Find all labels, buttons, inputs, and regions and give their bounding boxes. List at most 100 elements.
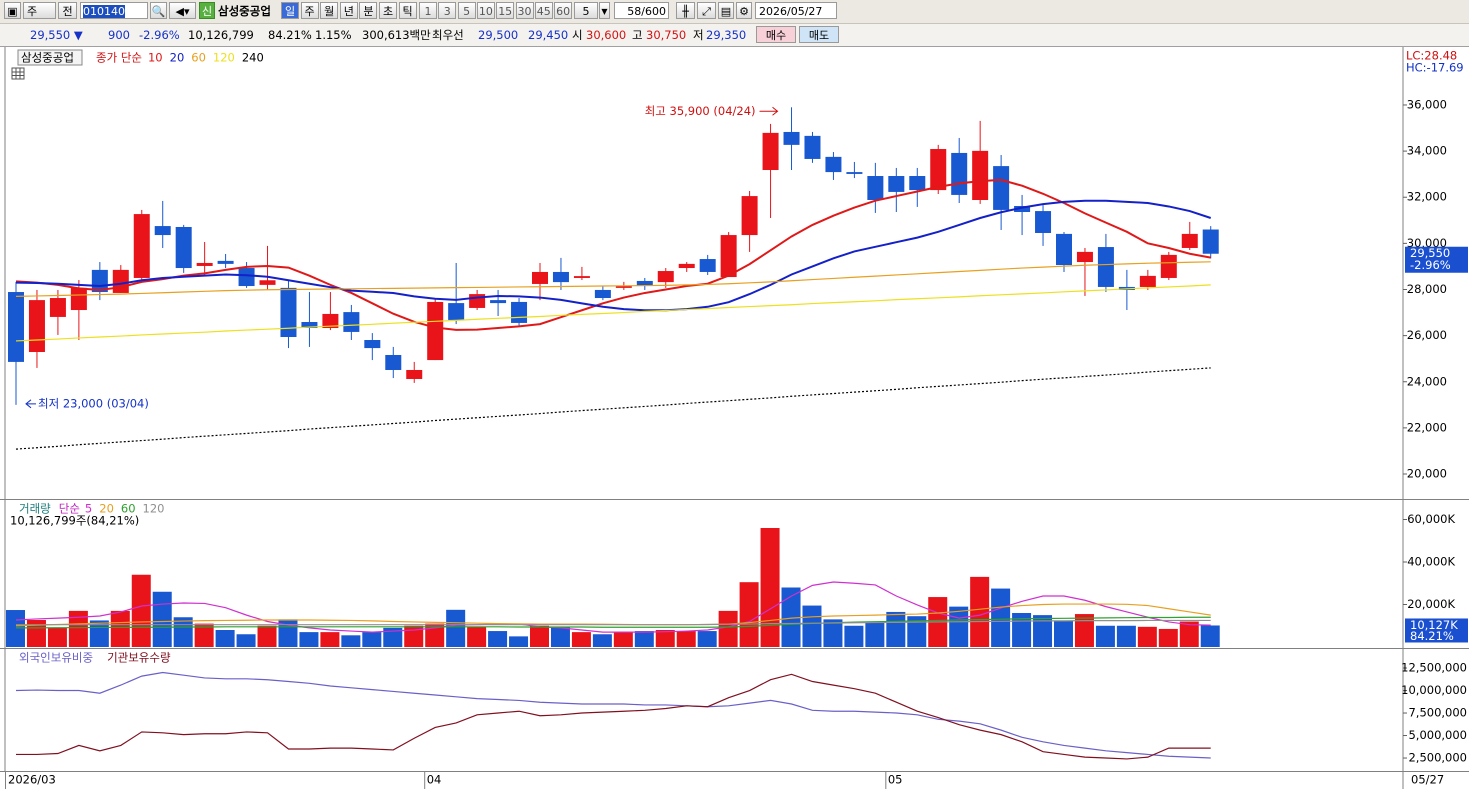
candle-body <box>217 260 234 264</box>
volume-bar <box>215 630 235 647</box>
volume-bar <box>110 610 130 647</box>
period-button[interactable]: 틱 <box>398 2 417 19</box>
y-tick-label: 30,000 <box>1407 236 1447 250</box>
sell-button[interactable]: 매도 <box>799 26 839 43</box>
sound-button[interactable]: ◀▾ <box>169 2 196 19</box>
amount: 300,613백만 <box>362 28 431 42</box>
period-button[interactable]: 년 <box>339 2 358 19</box>
volume-bar <box>1179 621 1199 647</box>
interval-button[interactable]: 45 <box>534 2 553 19</box>
bid: 29,450 <box>528 28 569 42</box>
candle-body <box>636 280 653 287</box>
volume-bar <box>236 634 256 647</box>
interval-button[interactable]: 3 <box>438 2 457 19</box>
code-input[interactable]: 010140 <box>80 2 148 19</box>
volume-bar <box>383 627 403 647</box>
volume-bar <box>194 623 214 647</box>
volume-bar <box>362 632 382 647</box>
volume-bar <box>1158 628 1178 647</box>
candle-body <box>511 301 528 323</box>
interval-dropdown[interactable]: ▼ <box>599 2 610 19</box>
tool-icon[interactable]: ⤢ <box>697 2 716 19</box>
y-tick-label: 2,500,000 <box>1408 751 1467 765</box>
candle-body <box>804 135 821 159</box>
volume-bar <box>488 631 508 647</box>
y-tick-label: 20,000 <box>1407 467 1447 481</box>
search-button[interactable]: 🔍 <box>150 2 167 19</box>
period-button[interactable]: 일 <box>281 2 299 19</box>
period-button[interactable]: 분 <box>359 2 378 19</box>
table-icon[interactable] <box>11 67 25 80</box>
volume-bar <box>781 587 801 647</box>
new-badge[interactable]: 신 <box>199 2 215 19</box>
volume-bar <box>320 632 340 647</box>
y-tick-label: 60,000K <box>1407 512 1455 526</box>
legend-label: 단순 <box>59 502 80 516</box>
interval-button[interactable]: 60 <box>554 2 573 19</box>
market-select[interactable]: 주 <box>23 2 56 19</box>
candle-body <box>1035 211 1052 233</box>
candle-body <box>448 303 465 320</box>
candle-body <box>867 176 884 200</box>
candle-body <box>909 176 926 191</box>
candle-body <box>133 214 150 278</box>
volume-bar <box>634 631 654 647</box>
ma-line <box>16 619 1211 626</box>
legend-entry: 120 <box>143 502 165 516</box>
last-volume-label: 10,127K <box>1410 618 1458 632</box>
count-box[interactable]: 58/600 <box>614 2 669 19</box>
last-ratio-label: 84.21% <box>1410 629 1454 643</box>
quote-bar: 29,550 ▼ 900 -2.96% 10,126,799 84.21% 1.… <box>0 24 1469 47</box>
chart: 20,000 22,000 24,000 26,000 28,000 30,000 32,0… <box>0 47 1469 789</box>
candle-body <box>70 287 87 311</box>
ma-line <box>16 616 1211 629</box>
candle-body <box>301 322 318 329</box>
candle-body <box>1097 247 1114 287</box>
interval-button[interactable]: 30 <box>515 2 534 19</box>
y-tick-label: 32,000 <box>1407 190 1447 204</box>
interval-button[interactable]: 1 <box>419 2 437 19</box>
period-button[interactable]: 월 <box>320 2 339 19</box>
layout-icon[interactable]: ▣ <box>4 2 21 19</box>
interval-button[interactable]: 15 <box>496 2 515 19</box>
chart-bg <box>0 47 1469 789</box>
candle-body <box>8 292 24 362</box>
candle-body <box>993 166 1010 210</box>
candle-body <box>175 226 192 269</box>
candle-body <box>427 301 444 361</box>
y-tick-label: 28,000 <box>1407 282 1447 296</box>
volume-bar <box>760 528 780 647</box>
legend-entry: 60 <box>191 51 206 65</box>
low-note: 최저 23,000 (03/04) <box>38 396 149 410</box>
volume-bar <box>47 627 67 647</box>
interval-select[interactable]: 5 <box>574 2 598 19</box>
settings-icon[interactable]: ⚙ <box>736 2 752 19</box>
volume-bar <box>1116 625 1136 647</box>
volume-bar <box>131 574 151 647</box>
high-note-arrow <box>759 106 779 116</box>
low-note-arrow <box>25 399 36 409</box>
volume-bar <box>802 605 822 647</box>
interval-button[interactable]: 10 <box>476 2 495 19</box>
hc-label: HC:-17.69 <box>1406 61 1464 75</box>
ma-line <box>15 284 1211 342</box>
volume-bar <box>152 591 172 647</box>
interval-button[interactable]: 5 <box>457 2 476 19</box>
candle-body <box>322 313 339 329</box>
chart-icon[interactable]: ╫ <box>676 2 695 19</box>
candle-body <box>259 280 276 285</box>
y-tick-label: 7,500,000 <box>1408 706 1467 720</box>
y-tick-label: 12,500,000 <box>1401 661 1467 675</box>
period-button[interactable]: 주 <box>300 2 319 19</box>
count: 58 <box>627 5 642 18</box>
period-button[interactable]: 초 <box>379 2 397 19</box>
date-box[interactable]: 2026/05/27 ▦ <box>755 2 837 35</box>
volume-bar <box>425 623 445 647</box>
volume-bar <box>949 606 969 647</box>
volume-bar <box>676 631 696 647</box>
volume-bar <box>550 626 570 647</box>
scope-button[interactable]: 전 <box>58 2 77 19</box>
save-icon[interactable]: ▤ <box>718 2 734 19</box>
buy-button[interactable]: 매수 <box>756 26 796 43</box>
